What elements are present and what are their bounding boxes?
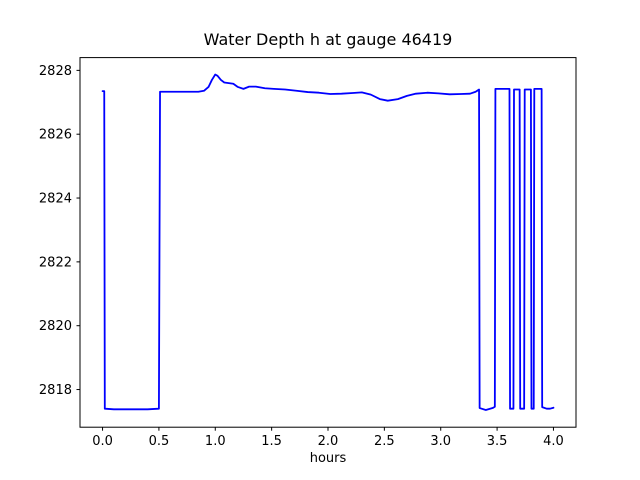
x-axis-label: hours	[309, 451, 347, 466]
x-tick-label: 0.0	[92, 434, 113, 449]
x-tick-label: 4.0	[543, 434, 564, 449]
x-tick-label: 2.5	[374, 434, 395, 449]
y-tick-label: 2824	[39, 192, 72, 207]
y-tick-label: 2828	[39, 64, 72, 79]
y-tick-label: 2822	[39, 255, 72, 270]
x-tick-label: 1.5	[261, 434, 282, 449]
axes-frame	[79, 57, 577, 428]
x-tick-label: 1.0	[205, 434, 226, 449]
y-tick-label: 2818	[39, 383, 72, 398]
y-tick-label: 2826	[39, 128, 72, 143]
chart-title: Water Depth h at gauge 46419	[203, 30, 453, 49]
x-tick-label: 0.5	[149, 434, 170, 449]
y-tick-label: 2820	[39, 319, 72, 334]
x-tick-label: 3.5	[487, 434, 508, 449]
data-line-water-depth	[101, 73, 555, 411]
x-tick-label: 3.0	[430, 434, 451, 449]
x-tick-label: 2.0	[318, 434, 339, 449]
